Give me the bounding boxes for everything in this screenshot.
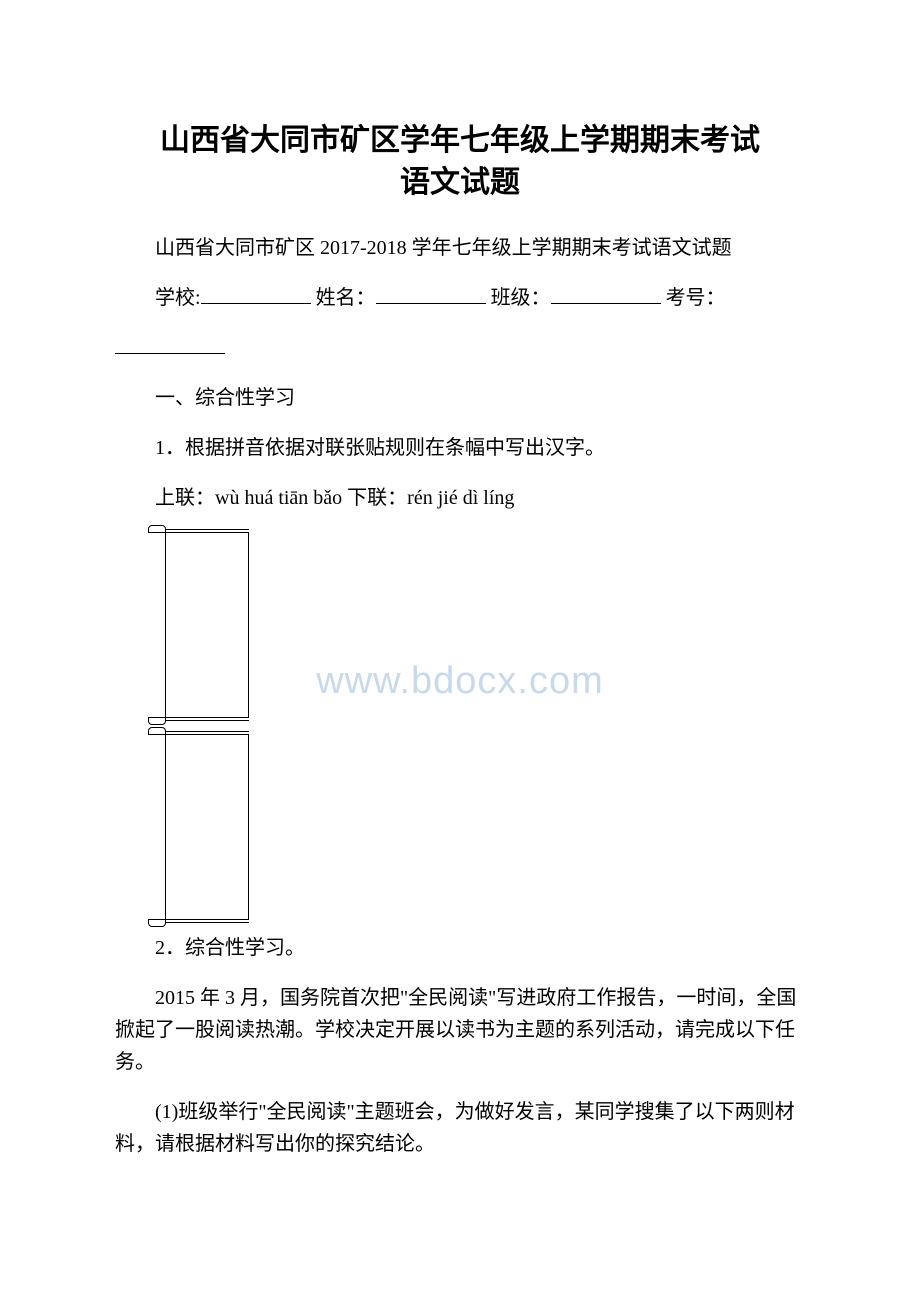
- scroll-box-2: [165, 734, 249, 920]
- question-2: 2．综合性学习。: [115, 932, 805, 964]
- scroll-cap-bottom-icon: [148, 919, 166, 927]
- question-1: 1．根据拼音依据对联张贴规则在条幅中写出汉字。: [115, 432, 805, 464]
- title-line-1: 山西省大同市矿区学年七年级上学期期末考试: [160, 124, 760, 157]
- couplet-line: 上联：wù huá tiān bǎo 下联：rén jié dì líng: [115, 482, 805, 514]
- intro-paragraph: 山西省大同市矿区 2017-2018 学年七年级上学期期末考试语文试题: [115, 232, 805, 264]
- exam-no-blank: [115, 334, 225, 354]
- school-label: 学校:: [155, 287, 201, 309]
- scroll-cap-top-icon: [148, 525, 166, 533]
- q2-paragraph-2: (1)班级举行"全民阅读"主题班会，为做好发言，某同学搜集了以下两则材料，请根据…: [115, 1096, 805, 1160]
- title-line-2: 语文试题: [400, 166, 520, 199]
- scroll-2: [147, 734, 805, 920]
- q2-paragraph-1: 2015 年 3 月，国务院首次把"全民阅读"写进政府工作报告，一时间，全国掀起…: [115, 982, 805, 1078]
- page-title: 山西省大同市矿区学年七年级上学期期末考试 语文试题: [115, 120, 805, 204]
- scroll-box-1: [165, 532, 249, 718]
- class-label: 班级：: [491, 287, 551, 309]
- class-blank: [551, 284, 661, 304]
- scroll-1: [147, 532, 805, 718]
- document-content: 山西省大同市矿区学年七年级上学期期末考试 语文试题 山西省大同市矿区 2017-…: [115, 120, 805, 1160]
- school-blank: [201, 284, 311, 304]
- exam-no-blank-line: [115, 332, 805, 364]
- name-label: 姓名：: [316, 287, 376, 309]
- section-1-heading: 一、综合性学习: [115, 382, 805, 414]
- scroll-images: [115, 532, 805, 920]
- exam-no-label: 考号：: [666, 287, 726, 309]
- scroll-cap-bottom-icon: [148, 717, 166, 725]
- name-blank: [376, 284, 486, 304]
- form-fields-line: 学校: 姓名： 班级： 考号：: [115, 282, 805, 314]
- scroll-cap-top-icon: [148, 727, 166, 735]
